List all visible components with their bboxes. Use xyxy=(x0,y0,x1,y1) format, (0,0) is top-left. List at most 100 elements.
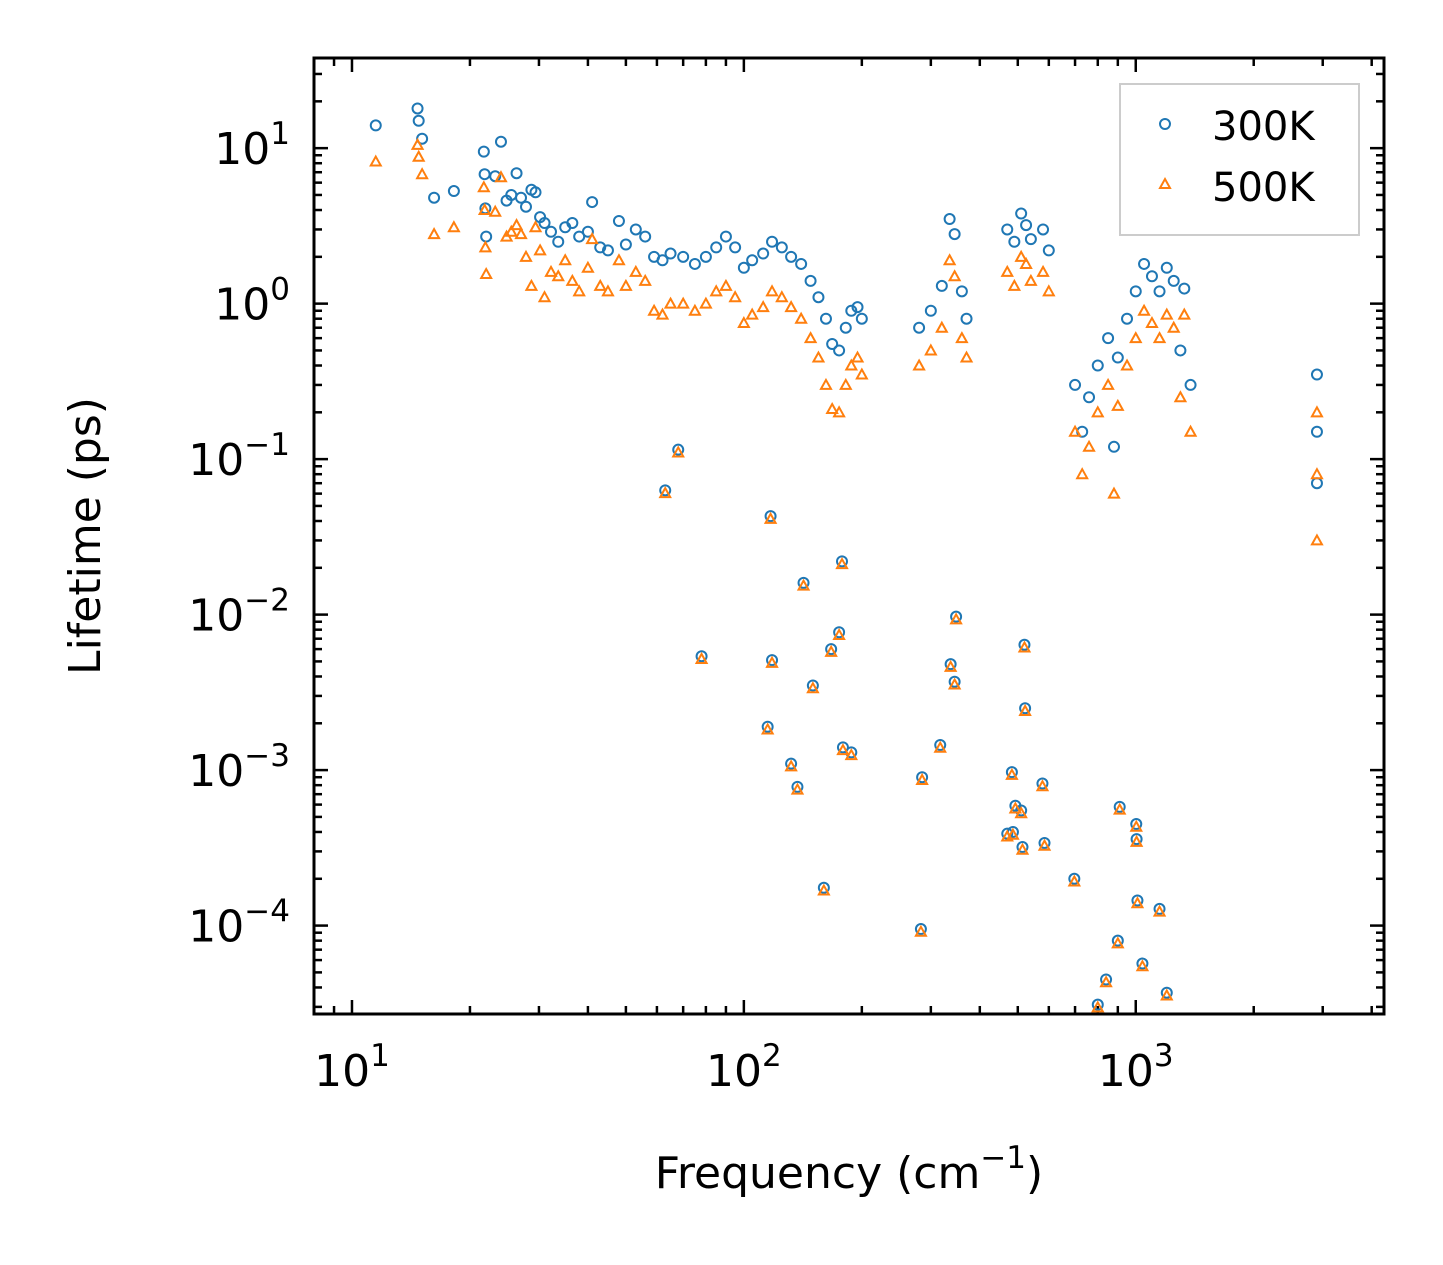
point-300K xyxy=(914,923,927,936)
point-500K xyxy=(1007,278,1022,291)
point-500K xyxy=(1111,398,1125,411)
point-500K xyxy=(671,445,685,458)
point-300K xyxy=(1016,841,1029,854)
point-500K xyxy=(694,651,709,664)
y-axis-title: Lifetime (ps) xyxy=(60,397,111,675)
point-500K xyxy=(638,273,652,286)
point-500K xyxy=(1000,264,1014,277)
point-300K xyxy=(1174,344,1187,357)
point-500K xyxy=(817,883,831,896)
point-500K xyxy=(765,284,779,297)
point-500K xyxy=(835,557,849,570)
point-300K xyxy=(1042,244,1055,257)
point-300K xyxy=(1102,332,1115,345)
point-300K xyxy=(1005,766,1018,779)
point-500K xyxy=(629,264,643,277)
point-500K xyxy=(699,296,713,309)
point-500K xyxy=(1145,316,1159,329)
point-500K xyxy=(832,627,846,641)
point-500K xyxy=(1111,936,1125,949)
point-500K xyxy=(790,782,805,795)
point-300K xyxy=(943,213,956,226)
point-500K xyxy=(1173,390,1188,403)
point-300K xyxy=(1310,368,1323,381)
point-500K xyxy=(794,311,808,324)
legend: 300K 500K xyxy=(1119,83,1360,236)
point-500K xyxy=(756,300,770,313)
point-500K xyxy=(924,343,938,356)
point-300K xyxy=(916,771,929,784)
point-500K xyxy=(494,170,508,183)
x-axis-title-main: Frequency (cm xyxy=(655,1148,981,1199)
point-300K xyxy=(1091,998,1104,1011)
point-500K xyxy=(1120,358,1134,371)
point-300K xyxy=(817,881,830,894)
point-500K xyxy=(959,350,974,363)
point-300K xyxy=(1091,359,1104,372)
point-500K xyxy=(488,204,502,217)
point-500K xyxy=(1101,377,1115,390)
point-300K xyxy=(510,167,523,180)
point-300K xyxy=(950,610,963,623)
point-500K xyxy=(369,154,383,167)
x-tick-label-base: 10 xyxy=(314,1046,370,1097)
point-300K xyxy=(757,247,770,260)
point-300K xyxy=(1113,800,1126,813)
point-300K xyxy=(1069,378,1082,391)
point-300K xyxy=(411,102,424,115)
x-tick-label-exp: 2 xyxy=(762,1038,782,1074)
legend-label-300K: 300K xyxy=(1212,104,1316,150)
point-500K xyxy=(415,167,429,180)
point-300K xyxy=(529,186,542,199)
y-tick-label-base: 10 xyxy=(214,124,270,175)
point-300K xyxy=(1167,274,1180,287)
x-axis-title-suffix: ) xyxy=(1026,1148,1043,1199)
point-500K xyxy=(1160,988,1174,1001)
point-500K xyxy=(844,748,859,761)
x-axis-title-sup: −1 xyxy=(980,1140,1026,1176)
point-300K xyxy=(944,658,957,671)
y-tick-label-base: 10 xyxy=(188,746,244,797)
point-300K xyxy=(573,230,586,243)
point-500K xyxy=(1177,307,1191,320)
point-500K xyxy=(1152,331,1167,344)
y-tick-label: 10−1 xyxy=(188,427,290,486)
point-500K xyxy=(947,677,962,690)
point-500K xyxy=(479,266,493,280)
point-500K xyxy=(832,405,846,418)
point-300K xyxy=(639,230,652,243)
y-tick-label-exp: −4 xyxy=(244,894,290,930)
point-500K xyxy=(765,655,779,668)
point-300K xyxy=(806,679,819,692)
point-500K xyxy=(514,227,528,240)
point-300K xyxy=(812,291,825,304)
point-300K xyxy=(746,254,759,267)
point-500K xyxy=(850,350,865,363)
point-300K xyxy=(845,304,858,317)
point-300K xyxy=(538,217,551,230)
point-500K xyxy=(655,307,670,320)
point-500K xyxy=(551,269,565,282)
y-tick-label-exp: −2 xyxy=(244,583,290,619)
y-tick-label-base: 10 xyxy=(188,902,244,953)
x-tick-label: 102 xyxy=(706,1038,782,1097)
point-500K xyxy=(943,659,958,672)
point-300K xyxy=(729,241,742,254)
y-tick-label-exp: −3 xyxy=(244,738,290,774)
point-300K xyxy=(594,241,607,254)
point-300K xyxy=(1015,804,1028,817)
point-300K xyxy=(566,217,579,230)
point-300K xyxy=(1184,378,1197,391)
point-300K xyxy=(785,757,798,770)
point-500K xyxy=(1183,424,1198,437)
point-500K xyxy=(533,243,547,256)
point-500K xyxy=(1068,424,1082,437)
point-500K xyxy=(947,269,962,282)
point-300K xyxy=(1107,440,1120,453)
x-tick-label-base: 10 xyxy=(1098,1046,1154,1097)
point-500K xyxy=(855,367,869,380)
point-500K xyxy=(1024,273,1038,286)
point-500K xyxy=(1310,405,1324,418)
point-300K xyxy=(1037,223,1050,236)
